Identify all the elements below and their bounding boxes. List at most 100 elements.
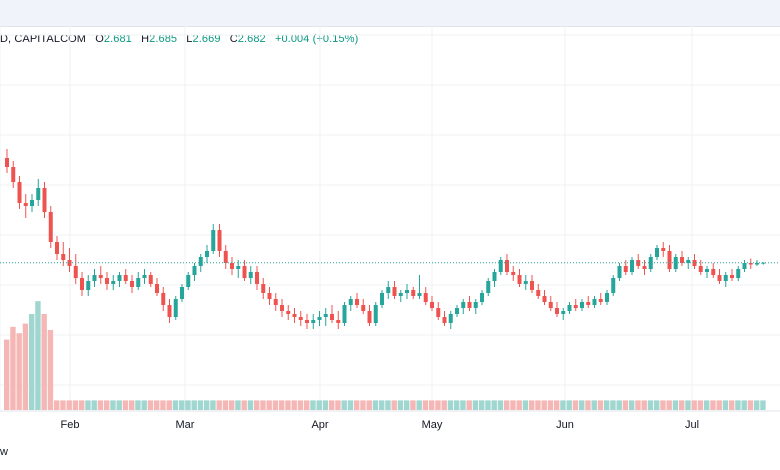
candle[interactable] [386, 281, 391, 299]
candle[interactable] [186, 272, 191, 290]
candle[interactable] [211, 224, 216, 254]
candle[interactable] [686, 257, 691, 269]
candle[interactable] [92, 269, 97, 287]
candle[interactable] [73, 254, 78, 284]
candle[interactable] [323, 308, 328, 326]
candle[interactable] [661, 242, 666, 257]
candle[interactable] [611, 275, 616, 296]
candle[interactable] [548, 296, 553, 311]
candle[interactable] [680, 251, 684, 266]
candle[interactable] [105, 272, 109, 290]
candle[interactable] [373, 302, 378, 326]
candle[interactable] [423, 287, 428, 305]
candle[interactable] [723, 272, 728, 287]
candle[interactable] [17, 176, 22, 209]
candle[interactable] [223, 245, 228, 269]
candle[interactable] [255, 266, 259, 290]
candle[interactable] [648, 254, 653, 272]
candle[interactable] [55, 236, 59, 260]
candle[interactable] [605, 290, 609, 305]
candle[interactable] [142, 269, 147, 284]
candle[interactable] [498, 257, 503, 275]
candle[interactable] [411, 287, 416, 299]
candle[interactable] [698, 260, 703, 275]
candle[interactable] [430, 296, 434, 311]
candle[interactable] [48, 206, 53, 248]
candle[interactable] [492, 269, 497, 287]
candle[interactable] [355, 293, 359, 308]
candle[interactable] [573, 299, 578, 311]
candle[interactable] [117, 272, 122, 287]
candle[interactable] [405, 284, 409, 299]
candle[interactable] [555, 302, 559, 317]
candle[interactable] [636, 254, 641, 269]
candle[interactable] [742, 260, 747, 272]
candle[interactable] [530, 275, 534, 293]
candle[interactable] [736, 266, 741, 281]
candle[interactable] [261, 278, 266, 299]
candle[interactable] [667, 245, 672, 272]
candle[interactable] [180, 284, 184, 302]
candle[interactable] [5, 149, 9, 173]
candle[interactable] [417, 275, 422, 299]
candle[interactable] [692, 254, 697, 269]
candle[interactable] [61, 242, 66, 266]
candle[interactable] [542, 290, 547, 305]
candle[interactable] [336, 311, 341, 329]
candle[interactable] [567, 302, 572, 314]
candle[interactable] [442, 311, 447, 326]
candle[interactable] [511, 266, 516, 281]
candle[interactable] [717, 269, 722, 284]
candle[interactable] [473, 299, 478, 314]
candle[interactable] [167, 299, 172, 323]
candle[interactable] [623, 260, 628, 275]
candle[interactable] [98, 266, 103, 284]
candle[interactable] [86, 275, 91, 296]
candle[interactable] [148, 272, 153, 287]
candle[interactable] [536, 284, 541, 299]
candle[interactable] [205, 245, 209, 263]
candle[interactable] [317, 311, 322, 326]
candle[interactable] [292, 308, 297, 323]
candle[interactable] [330, 305, 334, 323]
candle[interactable] [711, 263, 716, 278]
candle[interactable] [311, 314, 316, 329]
candle[interactable] [505, 254, 509, 275]
candle[interactable] [380, 290, 384, 308]
candle[interactable] [705, 266, 709, 278]
candle[interactable] [586, 296, 591, 308]
candle[interactable] [161, 287, 166, 311]
candle[interactable] [42, 182, 47, 218]
candle[interactable] [173, 296, 178, 320]
candle[interactable] [448, 311, 453, 329]
candle[interactable] [36, 179, 41, 206]
candle[interactable] [598, 293, 603, 305]
candle[interactable] [280, 299, 284, 317]
candles[interactable] [5, 149, 766, 329]
candle[interactable] [267, 287, 272, 305]
candle[interactable] [517, 269, 522, 287]
candle[interactable] [361, 299, 366, 314]
candle[interactable] [305, 314, 309, 329]
candle[interactable] [730, 269, 734, 281]
candle[interactable] [242, 260, 247, 281]
candle[interactable] [655, 245, 659, 260]
candle[interactable] [111, 275, 116, 290]
candle[interactable] [155, 278, 159, 296]
candle[interactable] [80, 272, 84, 296]
candle[interactable] [198, 254, 203, 272]
candle[interactable] [123, 269, 128, 284]
candle[interactable] [30, 194, 34, 212]
candle[interactable] [286, 305, 291, 320]
candle[interactable] [748, 258, 753, 270]
candle[interactable] [617, 263, 622, 281]
candle[interactable] [561, 308, 566, 320]
candle[interactable] [461, 299, 466, 314]
candle[interactable] [398, 290, 403, 302]
candle[interactable] [348, 296, 353, 311]
candle[interactable] [23, 194, 28, 218]
candle[interactable] [11, 161, 16, 188]
candle[interactable] [467, 296, 472, 311]
candle[interactable] [273, 293, 278, 311]
